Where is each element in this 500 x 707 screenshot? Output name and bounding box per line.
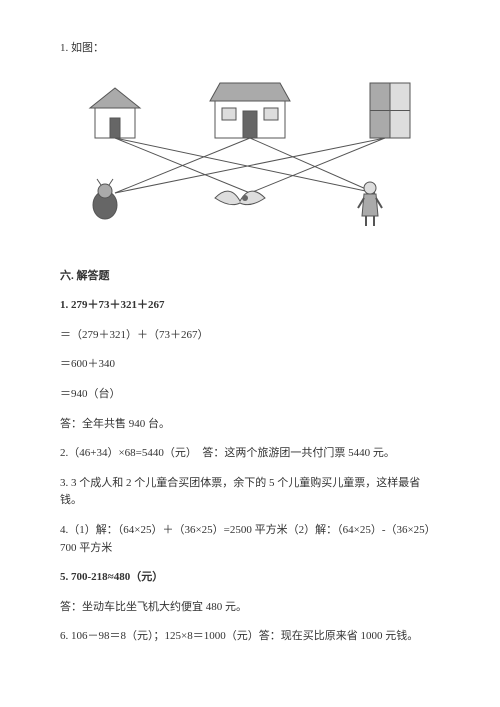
problem-5-answer: 答：坐动车比坐飞机大约便宜 480 元。: [60, 599, 440, 617]
problem-1-line-2: ＝（279＋321）＋（73＋267）: [60, 327, 440, 345]
question-1-label: 1. 如图：: [60, 40, 440, 58]
problem-6: 6. 106－98＝8（元）；125×8＝1000（元）答：现在买比原来省 10…: [60, 628, 440, 646]
matching-diagram: [60, 78, 440, 238]
problem-1-line-3: ＝600＋340: [60, 356, 440, 374]
problem-4: 4.（1）解：（64×25）＋（36×25）=2500 平方米（2）解：（64×…: [60, 522, 440, 557]
problem-1-line-4: ＝940（台）: [60, 386, 440, 404]
problem-5-line-1: 5. 700-218≈480（元）: [60, 569, 440, 587]
problem-1-answer: 答：全年共售 940 台。: [60, 416, 440, 434]
problem-3: 3. 3 个成人和 2 个儿童合买团体票，余下的 5 个儿童购买儿童票，这样最省…: [60, 475, 440, 510]
problem-2: 2.（46+34）×68=5440（元） 答：这两个旅游团一共付门票 5440 …: [60, 445, 440, 463]
problem-1-line-1: 1. 279＋73＋321＋267: [60, 297, 440, 315]
section-6-title: 六. 解答题: [60, 268, 440, 286]
